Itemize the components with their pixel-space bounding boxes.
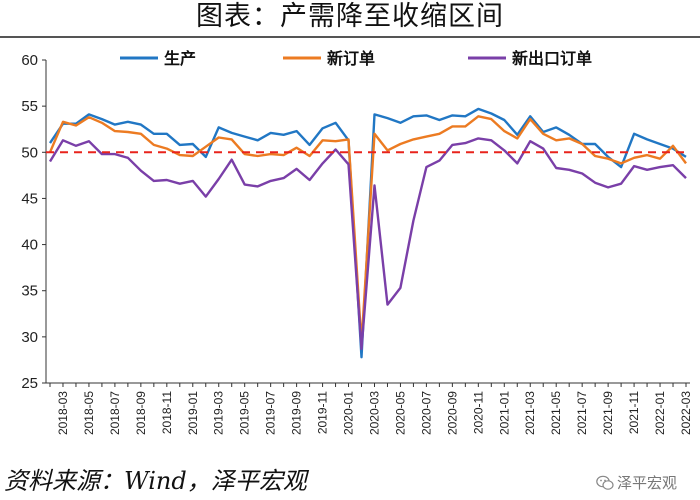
- y-tick-label: 60: [21, 52, 38, 69]
- series-line-3: [48, 137, 687, 351]
- x-tick-label: 2019-07: [264, 391, 278, 435]
- y-tick-label: 50: [21, 144, 38, 161]
- legend-label-2: 新订单: [327, 49, 375, 68]
- series-line-2: [48, 115, 687, 345]
- x-tick-label: 2020-07: [419, 391, 433, 435]
- x-tick-label: 2018-05: [82, 391, 96, 435]
- line-chart: 25 30 35 40 45 50 55 60 2018-03 2018-05 2018-07 201…: [21, 49, 693, 435]
- x-tick-label: 2021-01: [497, 391, 511, 435]
- x-tick-label: 2020-09: [445, 391, 459, 435]
- y-tick-label: 45: [21, 190, 38, 207]
- x-tick-label: 2018-07: [108, 391, 122, 435]
- chart-title: 图表：产需降至收缩区间: [196, 1, 504, 32]
- x-tick-label: 2018-03: [56, 391, 70, 435]
- y-tick-label: 25: [21, 375, 38, 392]
- y-tick-label: 40: [21, 237, 38, 254]
- x-tick-label: 2019-09: [290, 391, 304, 435]
- x-tick-label: 2021-07: [575, 391, 589, 435]
- x-tick-label: 2019-01: [186, 391, 200, 435]
- y-tick-label: 55: [21, 98, 38, 115]
- title-divider: [0, 36, 700, 38]
- watermark: 泽平宏观: [596, 472, 677, 493]
- x-tick-label: 2021-09: [601, 391, 615, 435]
- legend-label-3: 新出口订单: [512, 49, 592, 68]
- y-tick-label: 30: [21, 329, 38, 346]
- x-tick-label: 2018-11: [160, 391, 174, 434]
- x-tick-label: 2021-03: [523, 391, 537, 435]
- y-tick-label: 35: [21, 283, 38, 300]
- x-tick-label: 2018-09: [134, 391, 148, 435]
- x-tick-label: 2019-03: [212, 391, 226, 435]
- x-tick-label: 2020-03: [367, 391, 381, 435]
- source-note: 资料来源：Wind，泽平宏观: [4, 467, 307, 495]
- wechat-icon: [596, 475, 614, 490]
- x-tick-label: 2020-01: [342, 391, 356, 435]
- x-tick-label: 2021-11: [627, 391, 641, 434]
- x-tick-label: 2019-11: [316, 391, 330, 434]
- x-tick-label: 2020-11: [471, 391, 485, 434]
- x-tick-label: 2019-05: [238, 391, 252, 435]
- legend-label-1: 生产: [164, 49, 196, 68]
- x-tick-label: 2022-01: [653, 391, 667, 435]
- watermark-text: 泽平宏观: [617, 474, 678, 492]
- x-tick-label: 2022-03: [679, 391, 693, 435]
- x-tick-label: 2021-05: [549, 391, 563, 435]
- x-tick-label: 2020-05: [393, 391, 407, 435]
